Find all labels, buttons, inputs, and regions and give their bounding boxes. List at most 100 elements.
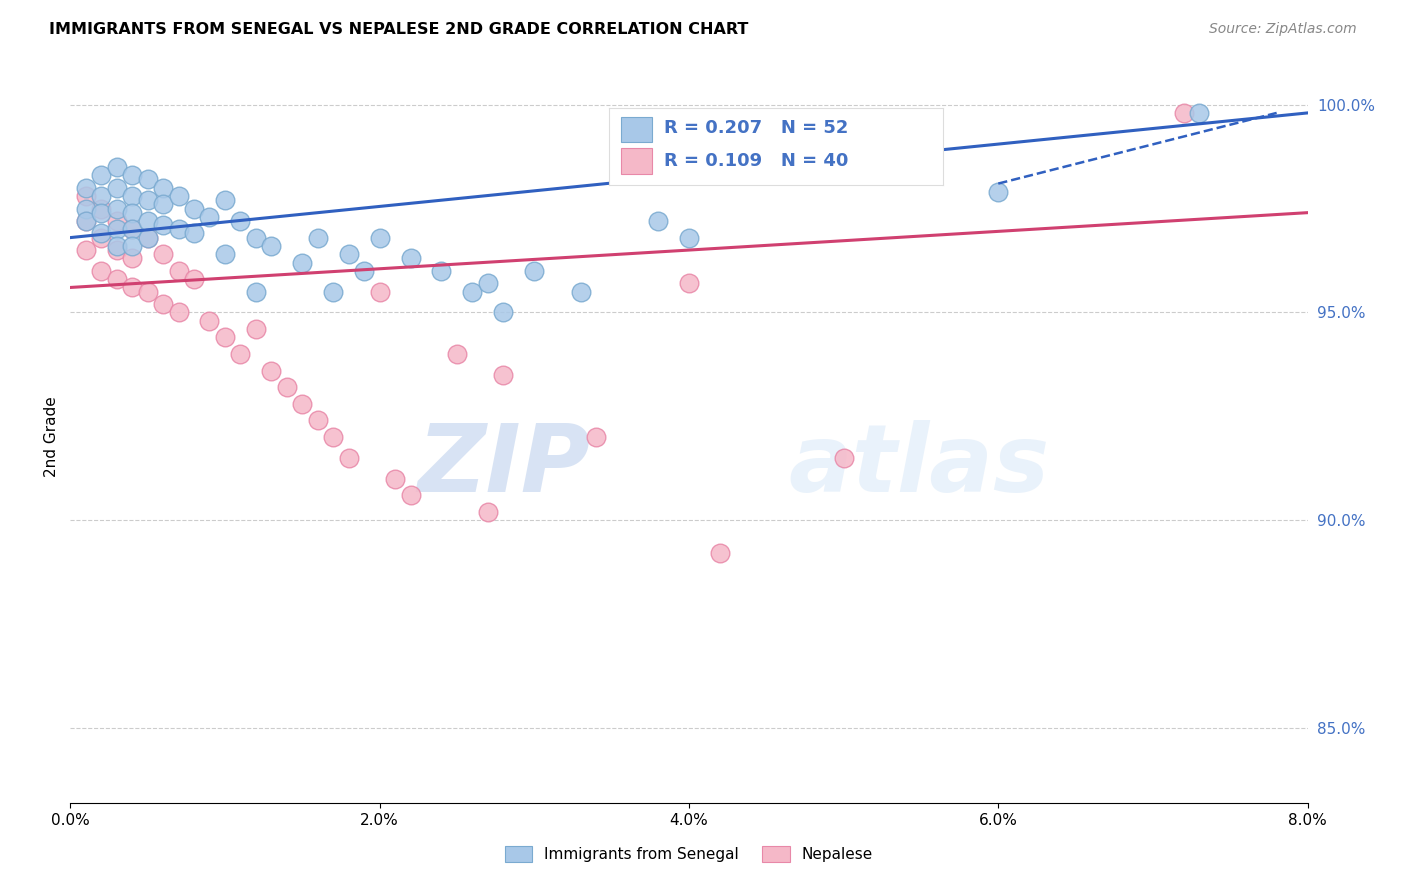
Point [136,285,159,299]
Point [90,205,112,219]
Point [585,430,607,444]
Point [121,280,143,294]
Point [90,264,112,278]
Point [430,264,453,278]
Point [477,277,499,291]
Point [477,505,499,519]
Point [987,185,1010,199]
Point [399,252,422,266]
Point [399,488,422,502]
Point [229,214,252,228]
Point [105,214,128,228]
Point [678,230,700,244]
Point [105,272,128,286]
Point [75,202,97,216]
Point [75,214,97,228]
Text: atlas: atlas [787,420,1049,512]
Point [368,230,391,244]
Point [90,189,112,203]
Point [105,180,128,194]
Text: R = 0.207   N = 52: R = 0.207 N = 52 [664,119,849,136]
Point [307,230,329,244]
Point [322,285,344,299]
Point [291,255,314,269]
Point [198,210,221,224]
Text: IMMIGRANTS FROM SENEGAL VS NEPALESE 2ND GRADE CORRELATION CHART: IMMIGRANTS FROM SENEGAL VS NEPALESE 2ND … [49,22,748,37]
Point [152,297,174,311]
Point [647,214,669,228]
Point [75,189,97,203]
Point [75,243,97,257]
Point [136,214,159,228]
Text: ZIP: ZIP [418,420,591,512]
Point [121,239,143,253]
Point [1188,106,1211,120]
Point [167,264,190,278]
Point [90,168,112,182]
Point [152,180,174,194]
Point [229,347,252,361]
Point [492,305,515,319]
Point [214,330,236,344]
Point [384,472,406,486]
Point [121,252,143,266]
Point [90,230,112,244]
Point [245,322,267,336]
Legend: Immigrants from Senegal, Nepalese: Immigrants from Senegal, Nepalese [499,840,879,868]
Point [152,247,174,261]
Point [446,347,468,361]
Point [136,193,159,207]
Point [492,368,515,382]
Point [105,202,128,216]
Point [569,285,592,299]
Point [152,197,174,211]
Point [1173,106,1195,120]
Point [121,222,143,236]
Point [245,230,267,244]
Bar [621,148,652,174]
Point [245,285,267,299]
Point [167,305,190,319]
Text: R = 0.109   N = 40: R = 0.109 N = 40 [664,152,849,169]
Point [307,413,329,427]
Point [121,168,143,182]
Point [353,264,375,278]
Y-axis label: 2nd Grade: 2nd Grade [44,397,59,477]
Point [75,180,97,194]
Point [214,193,236,207]
Bar [621,117,652,143]
Point [136,230,159,244]
Point [183,227,205,241]
Point [523,264,546,278]
Point [136,230,159,244]
Point [260,239,283,253]
Point [121,189,143,203]
Point [337,450,360,465]
Point [136,172,159,186]
Point [90,202,112,216]
Point [260,363,283,377]
Point [167,189,190,203]
Point [832,450,855,465]
Point [105,222,128,236]
Point [214,247,236,261]
Point [152,218,174,232]
Point [276,380,298,394]
Point [322,430,344,444]
Point [198,314,221,328]
Point [105,243,128,257]
Point [368,285,391,299]
Point [291,397,314,411]
Point [678,277,700,291]
Point [337,247,360,261]
Point [105,160,128,174]
Text: Source: ZipAtlas.com: Source: ZipAtlas.com [1209,22,1357,37]
Point [121,205,143,219]
Point [183,272,205,286]
Point [75,214,97,228]
Point [167,222,190,236]
Point [183,202,205,216]
Point [461,285,484,299]
Point [709,546,731,560]
Point [105,239,128,253]
